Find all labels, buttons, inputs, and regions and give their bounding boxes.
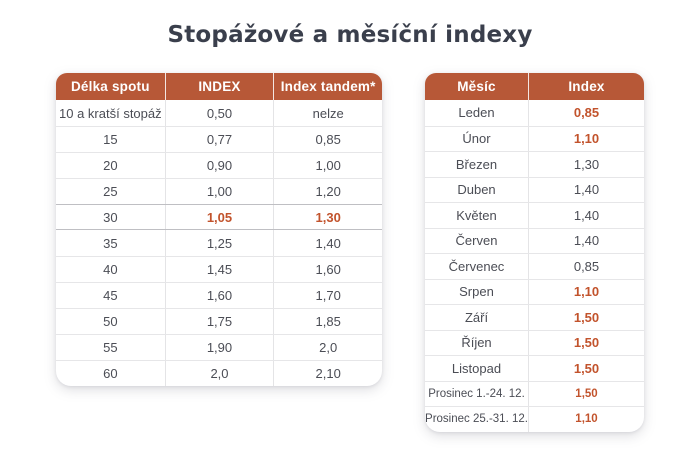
table-cell: 20 [103, 158, 118, 173]
column-header-month-index: Index [528, 73, 644, 100]
spot-length-table-header: Délka spotu INDEX Index tandem* [56, 73, 382, 100]
table-row: 30 1,05 1,30 [56, 204, 382, 230]
table-cell: 1,10 [528, 126, 644, 151]
table-cell: 1,45 [164, 257, 274, 282]
table-cell: 1,70 [273, 283, 382, 308]
table-cell: Březen [455, 156, 498, 172]
table-row: Leden 0,85 [425, 100, 644, 126]
table-cell: 30 [103, 209, 118, 225]
table-row: Duben 1,40 [425, 176, 644, 202]
table-cell: Srpen [459, 284, 494, 300]
table-cell: 1,40 [273, 230, 382, 256]
table-cell: 1,40 [528, 228, 644, 253]
table-cell: 1,60 [273, 257, 382, 282]
table-cell: 1,85 [273, 309, 382, 334]
spot-length-index-table: Délka spotu INDEX Index tandem* 10 a kra… [56, 73, 382, 386]
table-cell: 2,0 [164, 361, 274, 386]
table-row: 55 1,90 2,0 [56, 334, 382, 360]
table-cell: nelze [273, 100, 382, 126]
table-cell: 1,50 [528, 381, 644, 406]
table-cell: 0,85 [528, 254, 644, 279]
table-row: Únor 1,10 [425, 125, 644, 151]
table-cell: 1,75 [164, 309, 274, 334]
table-cell: Listopad [451, 360, 502, 376]
table-cell: 0,85 [273, 127, 382, 152]
table-cell: 45 [103, 288, 118, 303]
table-cell: 1,40 [528, 177, 644, 202]
table-cell: 1,10 [528, 279, 644, 304]
column-header-month: Měsíc [457, 79, 496, 94]
column-header-index-tandem: Index tandem* [273, 73, 382, 100]
table-row: Září 1,50 [425, 304, 644, 330]
table-cell: Říjen [461, 335, 492, 351]
table-cell: 15 [103, 132, 118, 147]
table-cell: 1,50 [528, 330, 644, 355]
table-cell: 1,50 [528, 305, 644, 330]
table-cell: 1,40 [528, 203, 644, 228]
page-title: Stopážové a měsíční indexy [167, 22, 533, 48]
table-cell: Září [464, 309, 489, 325]
table-cell: 1,30 [273, 205, 382, 229]
table-row: Březen 1,30 [425, 151, 644, 177]
table-cell: 35 [103, 235, 118, 251]
table-cell: 1,00 [273, 153, 382, 178]
table-row: 15 0,77 0,85 [56, 126, 382, 152]
tables-container: Délka spotu INDEX Index tandem* 10 a kra… [0, 73, 700, 432]
table-cell: 0,85 [528, 100, 644, 126]
table-cell: 25 [103, 184, 118, 199]
monthly-index-table: Měsíc Index Leden 0,85 Únor 1,10 Březen 1,30 D… [425, 73, 644, 432]
table-cell: Prosinec 1.-24. 12. [428, 387, 525, 400]
table-cell: Leden [458, 105, 495, 121]
table-cell: 1,20 [273, 179, 382, 204]
table-row: Srpen 1,10 [425, 278, 644, 304]
monthly-table-body: Leden 0,85 Únor 1,10 Březen 1,30 Duben 1,40 Květ… [425, 100, 644, 432]
table-row: 25 1,00 1,20 [56, 178, 382, 204]
table-cell: 0,77 [164, 127, 274, 152]
table-row: Listopad 1,50 [425, 355, 644, 381]
table-row: 50 1,75 1,85 [56, 308, 382, 334]
table-row: Květen 1,40 [425, 202, 644, 228]
table-row: Červenec 0,85 [425, 253, 644, 279]
table-cell: Květen [456, 207, 497, 223]
spot-length-table-body: 10 a kratší stopáž 0,50 nelze 15 0,77 0,85 20 0… [56, 100, 382, 386]
table-cell: 1,50 [528, 356, 644, 381]
table-cell: Červen [455, 233, 498, 249]
table-cell: 60 [103, 366, 118, 381]
table-cell: 1,10 [528, 407, 644, 432]
column-header-index: INDEX [164, 73, 274, 100]
table-cell: 2,10 [273, 361, 382, 386]
table-row: Prosinec 1.-24. 12. 1,50 [425, 380, 644, 406]
table-cell: 40 [103, 262, 118, 277]
table-cell: 0,90 [164, 153, 274, 178]
table-cell: Únor [462, 131, 491, 147]
table-row: 60 2,0 2,10 [56, 360, 382, 386]
table-cell: 10 a kratší stopáž [59, 105, 162, 121]
table-cell: Duben [457, 182, 496, 198]
table-cell: 1,05 [164, 205, 274, 229]
table-row: Červen 1,40 [425, 227, 644, 253]
table-row: Říjen 1,50 [425, 329, 644, 355]
table-cell: 1,60 [164, 283, 274, 308]
table-cell: 1,25 [164, 230, 274, 256]
table-cell: 1,30 [528, 152, 644, 177]
table-cell: Červenec [448, 258, 505, 274]
table-cell: 1,00 [164, 179, 274, 204]
table-cell: 55 [103, 340, 118, 355]
table-row: 45 1,60 1,70 [56, 282, 382, 308]
table-row: 35 1,25 1,40 [56, 230, 382, 256]
table-row: 40 1,45 1,60 [56, 256, 382, 282]
table-row: 10 a kratší stopáž 0,50 nelze [56, 100, 382, 126]
table-row: Prosinec 25.-31. 12. 1,10 [425, 406, 644, 432]
table-cell: 2,0 [273, 335, 382, 360]
table-row: 20 0,90 1,00 [56, 152, 382, 178]
column-header-spot-length: Délka spotu [70, 79, 150, 94]
table-cell: 0,50 [164, 100, 274, 126]
table-cell: Prosinec 25.-31. 12. [425, 413, 528, 426]
table-cell: 1,90 [164, 335, 274, 360]
table-cell: 50 [103, 314, 118, 329]
monthly-table-header: Měsíc Index [425, 73, 644, 100]
